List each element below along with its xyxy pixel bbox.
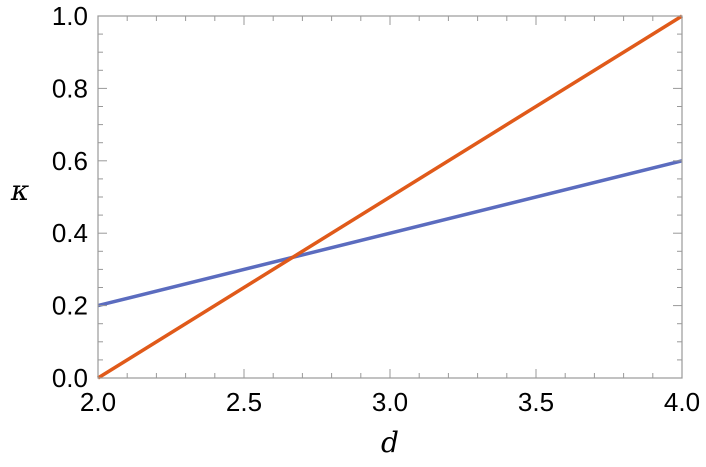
y-axis-label: κ [10, 174, 29, 207]
x-tick-label: 2.5 [226, 387, 262, 417]
x-tick-label: 3.5 [518, 387, 554, 417]
series-line-1 [97, 159, 683, 308]
series-line-2 [97, 14, 683, 380]
y-tick-label: 0.8 [52, 73, 88, 103]
y-tick-label: 0.0 [52, 363, 88, 393]
y-tick-label: 1.0 [52, 1, 88, 31]
x-tick-label: 3.0 [372, 387, 408, 417]
x-tick-label: 4.0 [664, 387, 700, 417]
tick-labels-layer: 2.0 2.5 3.0 3.5 4.0 0.0 0.2 0.4 0.6 0.8 1.0 [52, 1, 700, 417]
ticks-layer [97, 15, 683, 379]
y-tick-label: 0.6 [52, 146, 88, 176]
series-layer [97, 14, 683, 380]
y-tick-label: 0.2 [52, 291, 88, 321]
y-tick-label: 0.4 [52, 218, 88, 248]
x-tick-label: 2.0 [80, 387, 116, 417]
x-axis-label: d [381, 426, 399, 459]
